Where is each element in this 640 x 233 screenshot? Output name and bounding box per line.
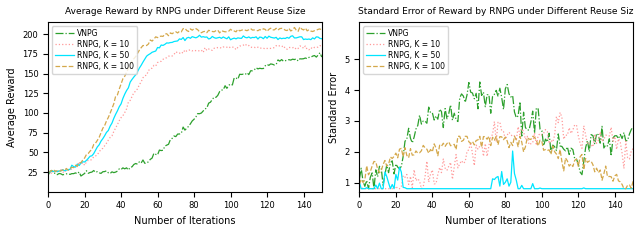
RNPG, K = 50 [357, 187, 365, 190]
RNPG, K = 10 [627, 150, 635, 152]
VNPG [551, 145, 559, 148]
Y-axis label: Average Reward: Average Reward [7, 67, 17, 147]
RNPG, K = 10 [556, 111, 564, 114]
RNPG, K = 100 [46, 171, 54, 173]
VNPG [365, 187, 372, 190]
Line: RNPG, K = 100: RNPG, K = 100 [48, 27, 322, 172]
RNPG, K = 10 [44, 170, 52, 173]
RNPG, K = 100 [356, 183, 364, 185]
VNPG [220, 89, 227, 91]
VNPG [237, 73, 245, 76]
Line: RNPG, K = 10: RNPG, K = 10 [48, 44, 322, 174]
RNPG, K = 50 [318, 37, 326, 40]
VNPG [77, 175, 84, 177]
RNPG, K = 100 [237, 29, 245, 32]
RNPG, K = 10 [220, 46, 227, 48]
RNPG, K = 50 [214, 36, 221, 39]
RNPG, K = 10 [316, 44, 324, 47]
RNPG, K = 10 [179, 52, 187, 55]
RNPG, K = 100 [620, 187, 628, 190]
RNPG, K = 50 [221, 37, 229, 39]
RNPG, K = 50 [239, 34, 247, 37]
RNPG, K = 100 [143, 44, 150, 47]
RNPG, K = 10 [531, 131, 538, 134]
RNPG, K = 50 [532, 187, 540, 190]
VNPG [212, 96, 220, 99]
VNPG [44, 174, 52, 177]
RNPG, K = 50 [44, 169, 52, 172]
RNPG, K = 10 [454, 166, 461, 169]
RNPG, K = 50 [454, 187, 461, 190]
RNPG, K = 50 [46, 171, 54, 174]
RNPG, K = 10 [241, 43, 249, 45]
RNPG, K = 100 [524, 136, 531, 139]
X-axis label: Number of Iterations: Number of Iterations [134, 216, 236, 226]
RNPG, K = 100 [44, 170, 52, 173]
RNPG, K = 50 [627, 187, 635, 190]
RNPG, K = 50 [316, 37, 324, 40]
Legend: VNPG, RNPG, K = 10, RNPG, K = 50, RNPG, K = 100: VNPG, RNPG, K = 10, RNPG, K = 50, RNPG, … [52, 26, 137, 74]
VNPG [492, 89, 500, 92]
RNPG, K = 10 [359, 187, 367, 190]
RNPG, K = 10 [356, 185, 364, 188]
RNPG, K = 50 [143, 55, 150, 58]
VNPG [629, 125, 637, 128]
RNPG, K = 10 [549, 141, 557, 144]
Line: RNPG, K = 10: RNPG, K = 10 [360, 113, 633, 189]
RNPG, K = 10 [143, 74, 150, 76]
RNPG, K = 10 [318, 44, 326, 47]
RNPG, K = 100 [220, 30, 227, 33]
RNPG, K = 100 [629, 180, 637, 183]
RNPG, K = 100 [549, 145, 557, 147]
RNPG, K = 100 [179, 27, 187, 30]
Line: VNPG: VNPG [48, 53, 322, 176]
Line: RNPG, K = 100: RNPG, K = 100 [360, 136, 633, 189]
RNPG, K = 10 [212, 47, 220, 50]
RNPG, K = 50 [490, 178, 498, 181]
RNPG, K = 50 [196, 34, 204, 37]
RNPG, K = 100 [316, 27, 324, 30]
VNPG [532, 106, 540, 109]
VNPG [316, 51, 324, 54]
RNPG, K = 10 [524, 135, 531, 138]
VNPG [143, 162, 150, 164]
RNPG, K = 100 [490, 139, 498, 142]
RNPG, K = 50 [525, 187, 533, 190]
VNPG [454, 120, 461, 123]
RNPG, K = 100 [454, 135, 461, 138]
Title: Average Reward by RNPG under Different Reuse Size: Average Reward by RNPG under Different R… [65, 7, 305, 16]
Line: RNPG, K = 50: RNPG, K = 50 [48, 35, 322, 172]
Line: VNPG: VNPG [360, 82, 633, 189]
RNPG, K = 50 [551, 187, 559, 190]
RNPG, K = 100 [452, 148, 460, 151]
RNPG, K = 100 [212, 29, 220, 32]
RNPG, K = 100 [531, 136, 538, 139]
RNPG, K = 50 [179, 36, 187, 39]
VNPG [627, 128, 635, 131]
X-axis label: Number of Iterations: Number of Iterations [445, 216, 547, 226]
RNPG, K = 100 [318, 29, 326, 32]
Title: Standard Error of Reward by RNPG under Different Reuse Siz: Standard Error of Reward by RNPG under D… [358, 7, 634, 16]
RNPG, K = 100 [627, 187, 635, 190]
Line: RNPG, K = 50: RNPG, K = 50 [360, 151, 633, 189]
RNPG, K = 50 [509, 150, 516, 152]
RNPG, K = 50 [356, 181, 364, 183]
RNPG, K = 10 [629, 147, 637, 150]
RNPG, K = 10 [490, 120, 498, 123]
RNPG, K = 50 [629, 187, 637, 190]
Legend: VNPG, RNPG, K = 10, RNPG, K = 50, RNPG, K = 100: VNPG, RNPG, K = 10, RNPG, K = 50, RNPG, … [363, 26, 449, 74]
VNPG [525, 129, 533, 131]
RNPG, K = 100 [296, 26, 304, 28]
VNPG [476, 81, 484, 83]
VNPG [356, 178, 364, 181]
VNPG [314, 54, 322, 56]
Y-axis label: Standard Error: Standard Error [329, 72, 339, 143]
VNPG [318, 56, 326, 58]
RNPG, K = 10 [237, 45, 245, 47]
VNPG [179, 126, 187, 128]
RNPG, K = 10 [48, 172, 56, 175]
